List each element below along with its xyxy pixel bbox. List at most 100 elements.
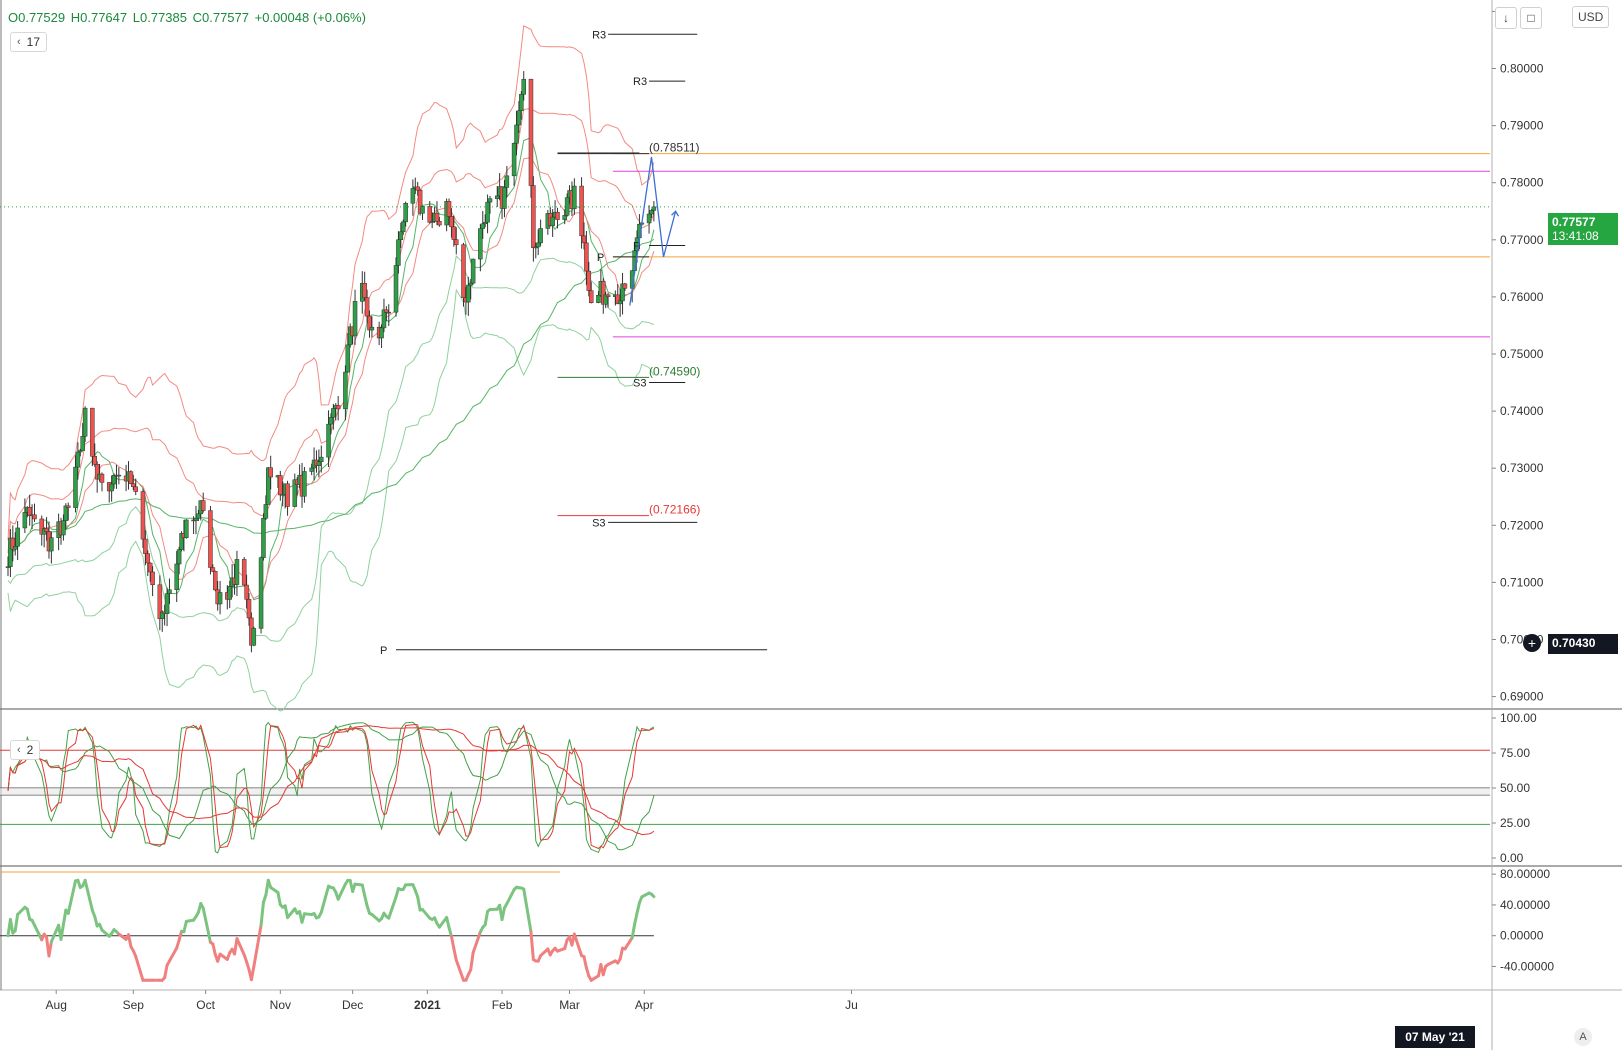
currency-button[interactable]: USD: [1572, 6, 1610, 28]
candle-body: [319, 456, 324, 463]
candle-body: [268, 467, 273, 478]
candle-body: [504, 175, 510, 188]
candle-body: [217, 592, 223, 605]
candle-body: [90, 407, 95, 457]
osc-segment: [500, 906, 506, 922]
osc-segment: [363, 894, 369, 908]
osc-segment: [252, 923, 263, 969]
candle-body: [386, 311, 392, 314]
candle-body: [454, 239, 459, 245]
candle-body: [480, 223, 486, 229]
close-value: C0.77577: [192, 10, 249, 25]
candle-body: [99, 473, 105, 483]
osc-segment: [61, 908, 68, 926]
osc-segment: [83, 878, 94, 912]
candle-body: [32, 514, 37, 520]
candle-body: [335, 405, 341, 410]
osc-segment: [449, 934, 456, 951]
candle-body: [131, 483, 136, 488]
candle-body: [538, 228, 543, 244]
bollinger-band-line: [7, 25, 655, 541]
price-tick-label: 0.71000: [1500, 575, 1544, 589]
osc-segment: [286, 907, 297, 920]
chevron-icon: ‹: [17, 36, 21, 48]
fullscreen-icon[interactable]: □: [1520, 7, 1542, 29]
osc-segment: [319, 884, 331, 914]
stoch-indicator-legend[interactable]: ‹ 2: [10, 740, 41, 760]
crosshair-plus-icon[interactable]: +: [1523, 634, 1541, 652]
candle-body: [167, 589, 172, 594]
candle-body: [66, 505, 71, 508]
candle-body: [261, 517, 266, 558]
high-value: H0.77647: [70, 10, 128, 25]
candle-body: [258, 557, 264, 629]
osc-segment: [127, 933, 133, 949]
main-length-label: 17: [26, 35, 41, 49]
arrow-head-icon: [671, 210, 680, 217]
main-indicator-legend[interactable]: ‹ 17: [10, 32, 48, 52]
candle-body: [22, 512, 28, 529]
auto-scale-button[interactable]: A: [1574, 1028, 1592, 1046]
candle-body: [620, 283, 625, 302]
price-tick-label: 0.76000: [1500, 290, 1544, 304]
osc-segment: [259, 900, 265, 927]
candle-body: [617, 300, 623, 305]
candle-body: [605, 294, 611, 297]
candle-body: [44, 528, 49, 532]
osc-segment: [59, 922, 65, 941]
pivot-value-label: (0.74590): [649, 364, 700, 378]
candle-body: [27, 507, 32, 516]
candle-body: [379, 327, 384, 339]
osc-segment: [630, 922, 637, 940]
candle-body: [364, 297, 370, 317]
osc-segment: [483, 909, 490, 927]
candle-body: [193, 517, 199, 521]
candle-body: [251, 628, 257, 646]
candle-body: [147, 562, 153, 573]
osc-segment: [16, 905, 27, 916]
pivot-label: S3: [592, 517, 605, 529]
candle-body: [345, 344, 351, 373]
stoch-tick-label: 0.00: [1500, 851, 1524, 865]
candle-body: [39, 518, 44, 535]
candle-body: [331, 408, 336, 418]
candle-body: [485, 201, 490, 223]
candle-body: [140, 491, 146, 540]
candle-body: [398, 231, 404, 240]
candle-body: [278, 475, 283, 496]
price-tick-label: 0.72000: [1500, 518, 1544, 532]
pivot-label: P: [380, 645, 387, 657]
arrow-down-icon[interactable]: ↓: [1495, 7, 1517, 29]
projection-zigzag: [629, 156, 677, 306]
candle-body: [393, 265, 399, 313]
candle-body: [352, 301, 358, 337]
bar-countdown: 13:41:08: [1552, 229, 1599, 243]
stoch-band-fill: [0, 788, 1490, 795]
candle-body: [502, 187, 507, 209]
time-label: Aug: [46, 998, 67, 1012]
osc-segment: [539, 947, 550, 958]
candle-body: [164, 593, 170, 614]
candle-body: [150, 571, 155, 586]
osc-tick-label: 40.00000: [1500, 898, 1550, 912]
candle-body: [200, 500, 206, 511]
candle-body: [109, 483, 114, 492]
price-tick-label: 0.74000: [1500, 404, 1544, 418]
crosshair-time-tag: 07 May '21: [1395, 1026, 1475, 1048]
stoch-long-k-line: [7, 722, 655, 851]
candle-body: [521, 78, 526, 95]
stoch-length-label: 2: [26, 743, 34, 757]
osc-segment: [635, 901, 641, 915]
candle-body: [555, 211, 560, 220]
candle-body: [531, 185, 536, 248]
osc-segment: [49, 923, 61, 944]
time-label: Nov: [270, 998, 291, 1012]
candle-body: [263, 504, 269, 519]
stoch-long-d-line: [7, 725, 655, 836]
candle-body: [511, 142, 517, 177]
candle-body: [466, 284, 471, 303]
pivot-value-label: (0.78511): [649, 141, 699, 155]
candle-body: [396, 239, 401, 266]
osc-segment: [452, 947, 458, 962]
